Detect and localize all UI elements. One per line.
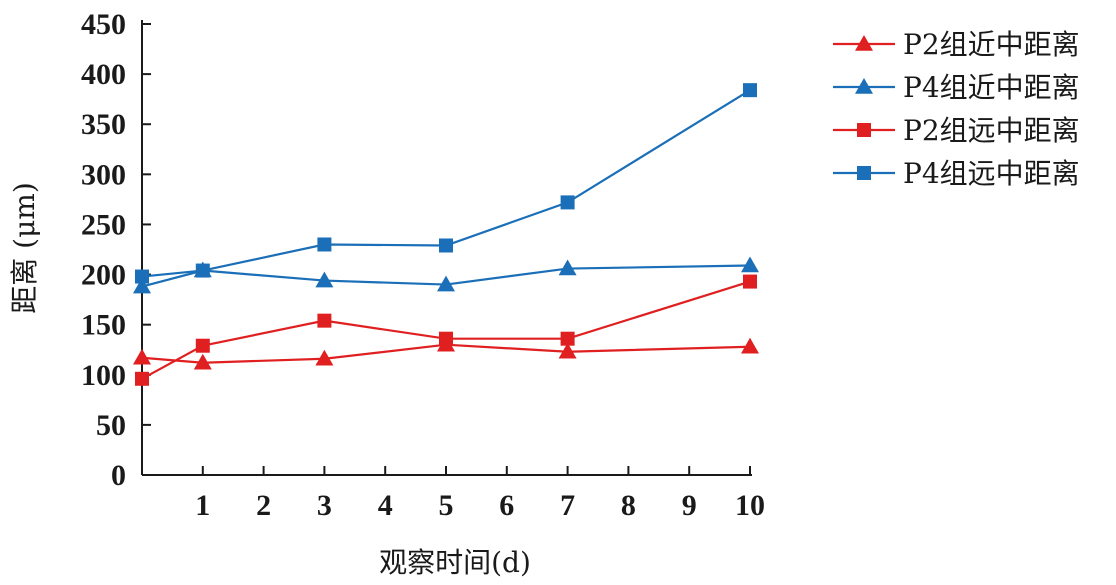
- series-line: [141, 280, 751, 380]
- series-line: [141, 343, 751, 364]
- data-point: [195, 263, 210, 278]
- x-axis-ticks: 1 2 3 4 5 6 7 8 9 10: [195, 466, 765, 522]
- legend-marker: [857, 123, 871, 137]
- data-point: [133, 348, 151, 365]
- x-tick-label: 2: [256, 489, 271, 522]
- data-point: [315, 271, 334, 288]
- legend-marker: [857, 166, 871, 180]
- x-tick-label: 5: [439, 489, 454, 522]
- data-point: [558, 342, 577, 359]
- y-tick-label: 350: [81, 108, 126, 141]
- data-point: [193, 353, 212, 370]
- legend-label: P2组远中距离: [903, 114, 1080, 147]
- data-point: [439, 238, 453, 253]
- data-point: [135, 269, 149, 284]
- x-tick-label: 1: [195, 489, 210, 522]
- data-point: [560, 195, 575, 210]
- y-tick-label: 300: [81, 158, 126, 191]
- data-point: [743, 83, 757, 98]
- data-point: [315, 349, 334, 366]
- data-point: [741, 256, 759, 273]
- legend-item: P4组远中距离: [833, 157, 1080, 190]
- legend-label: P2组近中距离: [903, 28, 1080, 61]
- y-tick-label: 250: [81, 208, 126, 241]
- legend-item: P4组近中距离: [833, 71, 1080, 104]
- data-point: [560, 331, 575, 346]
- legend: P2组近中距离 P4组近中距离 P2组远中距离 P4组远中距离: [833, 28, 1080, 190]
- series-4: [135, 83, 757, 284]
- y-axis-ticks: 0 50 100 150 200 250 300 350 400 450: [81, 8, 151, 492]
- y-tick-label: 200: [81, 259, 126, 292]
- x-tick-label: 3: [317, 489, 332, 522]
- y-tick-label: 400: [81, 58, 126, 91]
- series-3: [135, 274, 757, 386]
- legend-marker: [855, 35, 873, 51]
- data-point: [558, 259, 577, 276]
- y-tick-label: 150: [81, 309, 126, 342]
- data-point: [439, 331, 453, 346]
- legend-label: P4组近中距离: [903, 71, 1080, 104]
- legend-label: P4组远中距离: [903, 157, 1080, 190]
- y-axis-title: 距离 (μm): [8, 182, 41, 314]
- y-tick-label: 450: [81, 8, 126, 41]
- series-line: [141, 264, 751, 288]
- y-tick-label: 100: [81, 359, 126, 392]
- x-tick-label: 9: [682, 489, 697, 522]
- x-tick-label: 4: [378, 489, 393, 522]
- x-tick-label: 6: [499, 489, 514, 522]
- data-point: [317, 313, 332, 328]
- x-tick-label: 7: [560, 489, 575, 522]
- series-line: [141, 89, 751, 278]
- legend-item: P2组远中距离: [833, 114, 1080, 147]
- y-tick-label: 50: [96, 409, 126, 442]
- series-2: [133, 256, 759, 294]
- legend-item: P2组近中距离: [833, 28, 1080, 61]
- data-point: [743, 274, 757, 289]
- data-point: [133, 277, 151, 294]
- legend-marker: [855, 78, 873, 94]
- x-tick-label: 10: [735, 489, 765, 522]
- x-axis-title: 观察时间(d): [379, 546, 531, 579]
- x-tick-label: 8: [621, 489, 636, 522]
- data-point: [195, 338, 210, 353]
- data-point: [741, 337, 759, 354]
- data-point: [317, 237, 332, 252]
- data-point: [437, 275, 455, 292]
- data-point: [135, 371, 149, 386]
- series-layer: [133, 83, 759, 386]
- series-1: [133, 335, 759, 370]
- y-tick-label: 0: [111, 459, 126, 492]
